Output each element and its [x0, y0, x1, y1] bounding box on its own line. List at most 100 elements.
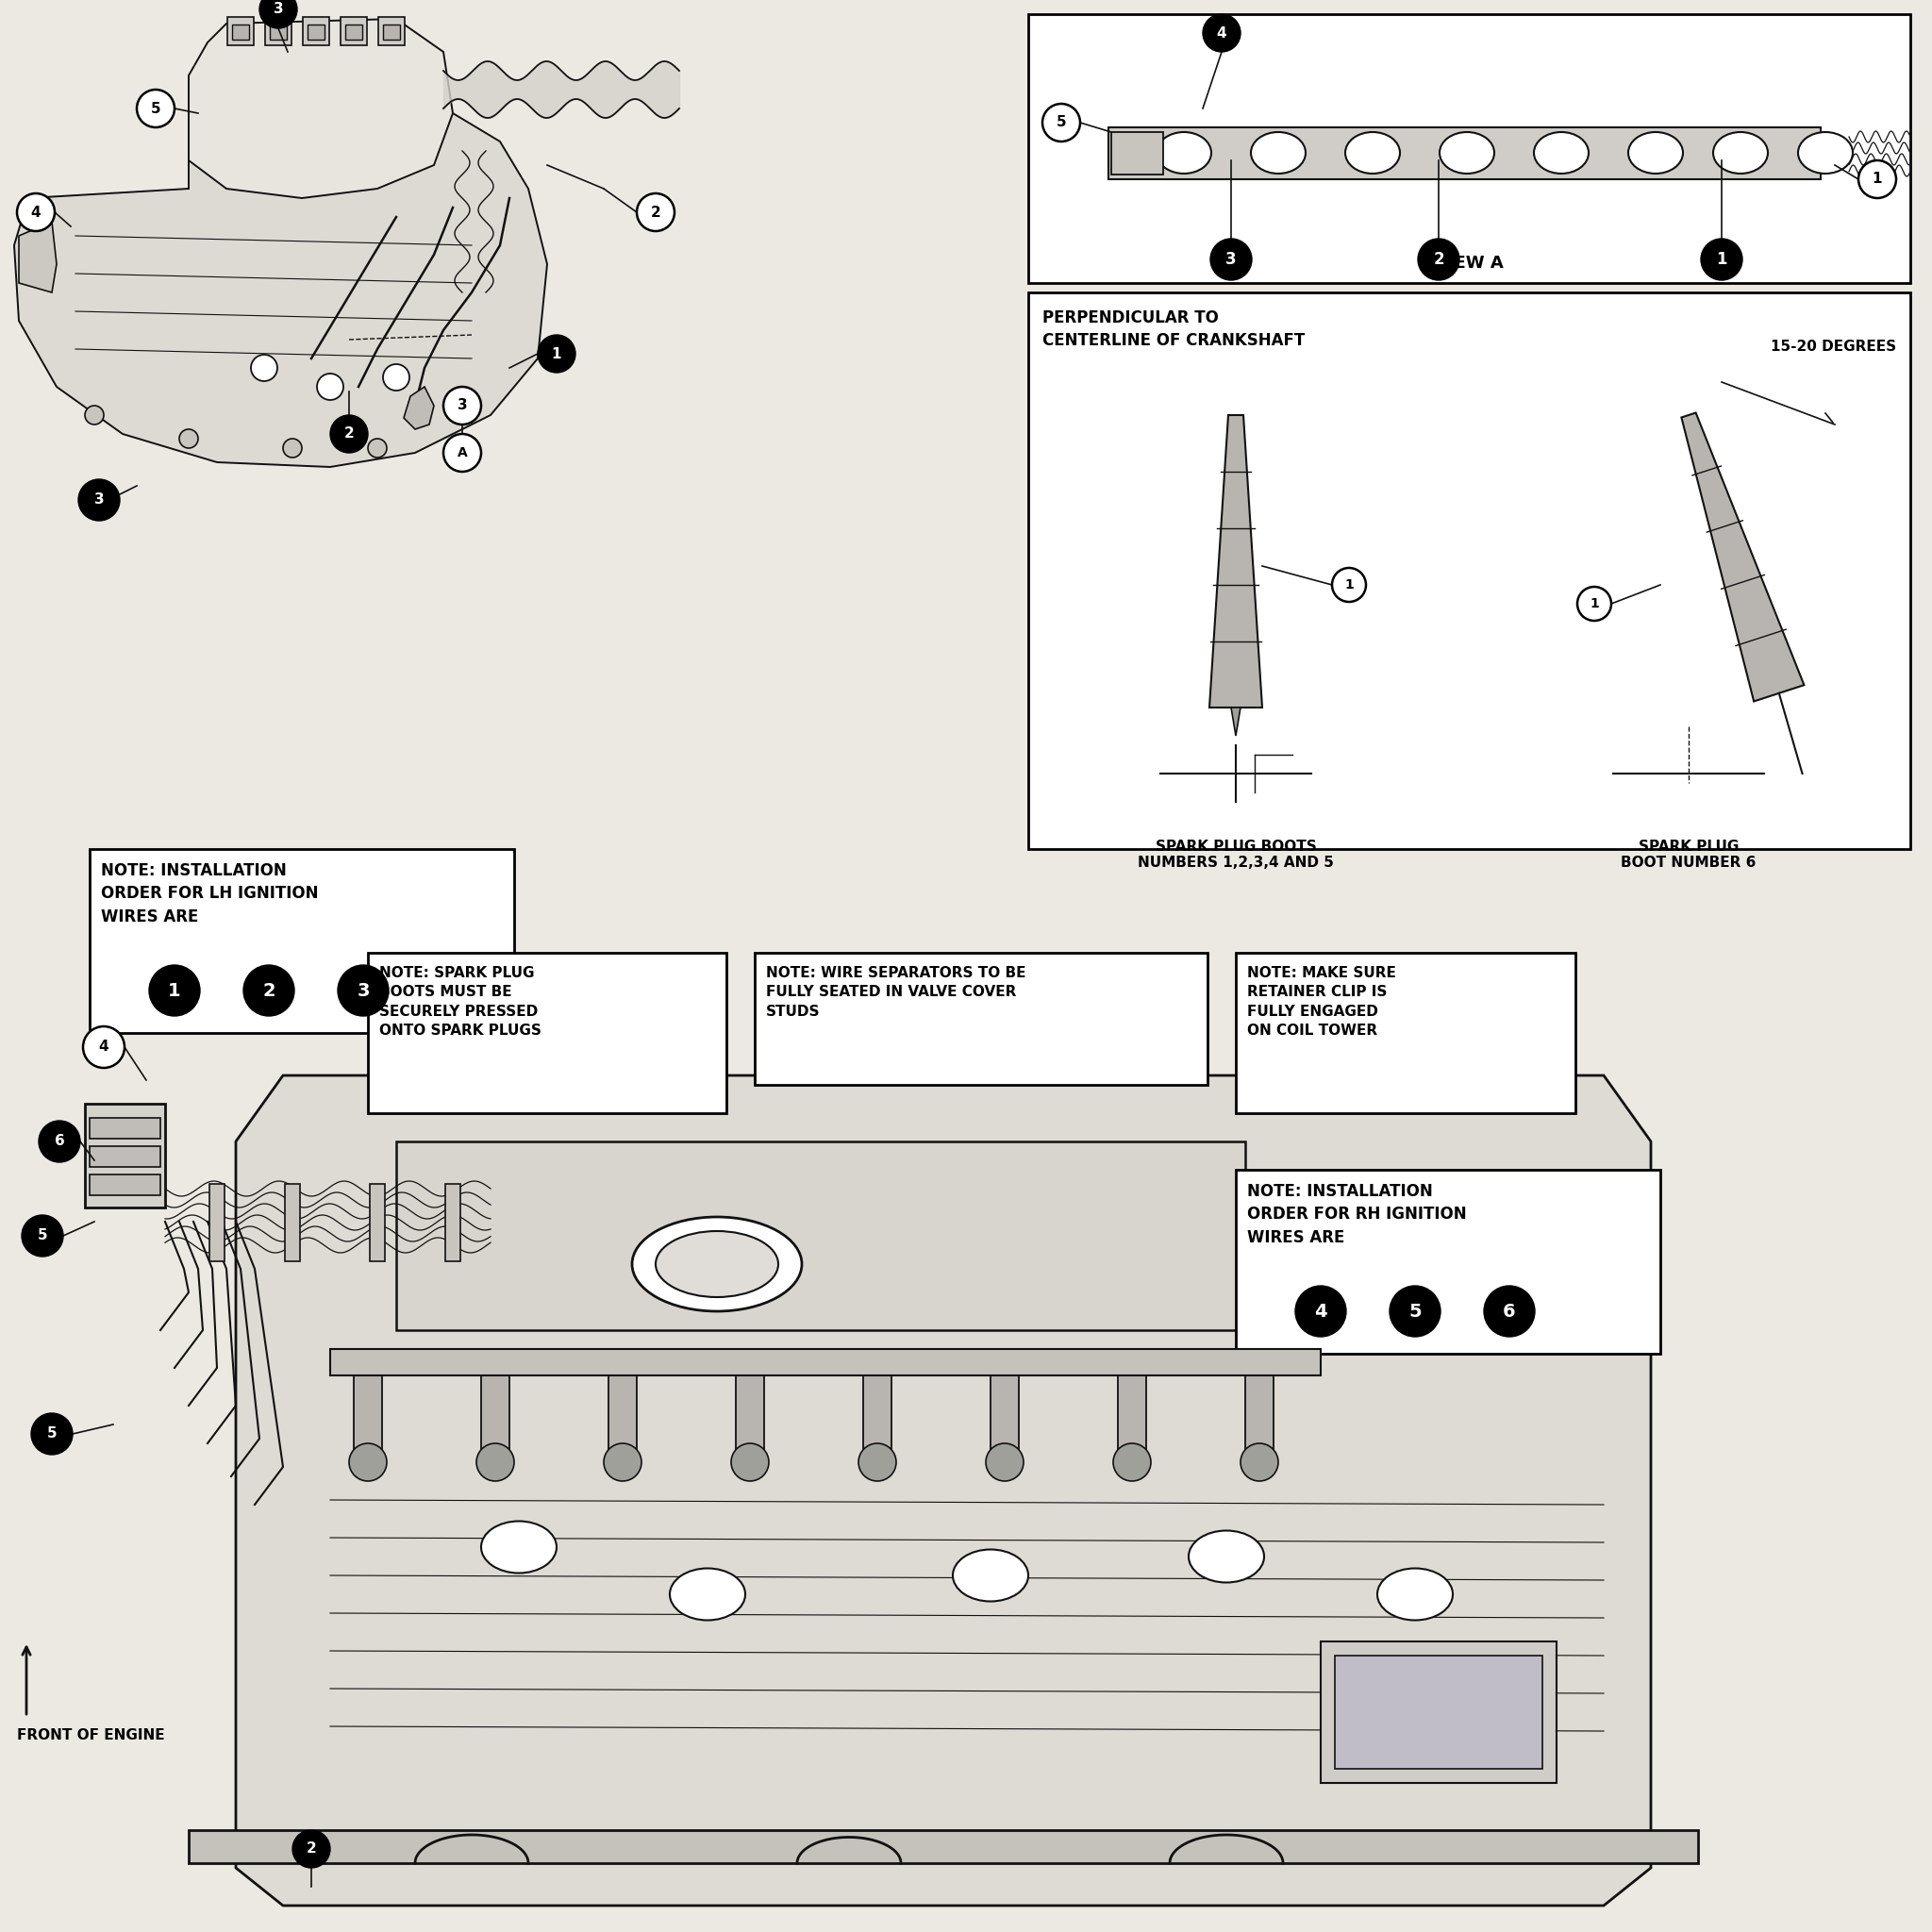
Bar — [1321, 1642, 1557, 1783]
Circle shape — [243, 966, 294, 1016]
Ellipse shape — [1188, 1530, 1264, 1582]
Circle shape — [367, 439, 386, 458]
Text: 2: 2 — [263, 981, 274, 999]
Bar — [396, 1142, 1246, 1329]
Bar — [367, 952, 726, 1113]
Ellipse shape — [670, 1569, 746, 1621]
Text: 6: 6 — [1503, 1302, 1517, 1320]
Circle shape — [1240, 1443, 1279, 1482]
Text: 4: 4 — [31, 205, 41, 220]
Text: 6: 6 — [54, 1134, 64, 1148]
Bar — [1119, 1376, 1146, 1451]
Text: 5: 5 — [46, 1428, 56, 1441]
Bar — [379, 17, 404, 44]
Circle shape — [442, 435, 481, 471]
Bar — [1236, 952, 1575, 1113]
Ellipse shape — [632, 1217, 802, 1312]
Text: 15-20 DEGREES: 15-20 DEGREES — [1770, 340, 1895, 354]
Circle shape — [730, 1443, 769, 1482]
Text: NOTE: WIRE SEPARATORS TO BE
FULLY SEATED IN VALVE COVER
STUDS: NOTE: WIRE SEPARATORS TO BE FULLY SEATED… — [765, 966, 1026, 1018]
Text: 2: 2 — [651, 205, 661, 220]
Text: 1: 1 — [1345, 578, 1354, 591]
Polygon shape — [1231, 707, 1240, 736]
Circle shape — [180, 429, 199, 448]
Text: 4: 4 — [1314, 1302, 1327, 1320]
Text: 1: 1 — [1590, 597, 1600, 611]
Circle shape — [1700, 240, 1743, 280]
Circle shape — [1389, 1287, 1441, 1337]
Ellipse shape — [1157, 131, 1211, 174]
Polygon shape — [189, 19, 452, 199]
Text: 5: 5 — [37, 1229, 48, 1242]
Circle shape — [292, 1830, 330, 1868]
Ellipse shape — [1250, 131, 1306, 174]
Bar — [232, 25, 249, 41]
Bar — [340, 17, 367, 44]
Circle shape — [1577, 587, 1611, 620]
Bar — [85, 1103, 164, 1208]
Circle shape — [1331, 568, 1366, 603]
Ellipse shape — [952, 1549, 1028, 1602]
Bar — [864, 1376, 891, 1451]
Ellipse shape — [1439, 131, 1493, 174]
Circle shape — [383, 363, 410, 390]
Text: 4: 4 — [1217, 25, 1227, 41]
Bar — [307, 25, 325, 41]
Bar — [383, 25, 400, 41]
Text: SPARK PLUG
BOOT NUMBER 6: SPARK PLUG BOOT NUMBER 6 — [1621, 840, 1756, 869]
Ellipse shape — [1629, 131, 1683, 174]
Circle shape — [1294, 1287, 1347, 1337]
Bar — [609, 1376, 638, 1451]
Bar — [89, 848, 514, 1034]
Polygon shape — [236, 1076, 1650, 1905]
Circle shape — [282, 439, 301, 458]
Circle shape — [21, 1215, 64, 1256]
Circle shape — [1418, 240, 1459, 280]
Circle shape — [985, 1443, 1024, 1482]
Text: NOTE: MAKE SURE
RETAINER CLIP IS
FULLY ENGAGED
ON COIL TOWER: NOTE: MAKE SURE RETAINER CLIP IS FULLY E… — [1248, 966, 1397, 1037]
Bar — [1236, 1169, 1660, 1354]
Ellipse shape — [1534, 131, 1588, 174]
Text: 1: 1 — [168, 981, 182, 999]
Ellipse shape — [1799, 131, 1853, 174]
Bar — [346, 25, 363, 41]
Ellipse shape — [655, 1231, 779, 1296]
Circle shape — [17, 193, 54, 232]
Text: 2: 2 — [1434, 251, 1443, 269]
Circle shape — [79, 479, 120, 522]
Bar — [89, 1146, 160, 1167]
Text: 1: 1 — [553, 346, 562, 361]
Text: 3: 3 — [357, 981, 369, 999]
Ellipse shape — [481, 1520, 556, 1573]
Text: 1: 1 — [1716, 251, 1727, 269]
Text: NOTE: SPARK PLUG
BOOTS MUST BE
SECURELY PRESSED
ONTO SPARK PLUGS: NOTE: SPARK PLUG BOOTS MUST BE SECURELY … — [379, 966, 541, 1037]
Circle shape — [537, 334, 576, 373]
Bar — [89, 1175, 160, 1196]
Polygon shape — [14, 114, 547, 468]
Text: 3: 3 — [458, 398, 468, 413]
Circle shape — [1113, 1443, 1151, 1482]
Circle shape — [330, 415, 367, 452]
Circle shape — [31, 1412, 73, 1455]
Circle shape — [638, 193, 674, 232]
Bar — [270, 25, 286, 41]
Bar — [284, 1184, 299, 1262]
Bar — [736, 1376, 765, 1451]
Bar — [481, 1376, 510, 1451]
Bar — [303, 17, 328, 44]
Text: 2: 2 — [307, 1841, 317, 1857]
Text: NOTE: INSTALLATION
ORDER FOR LH IGNITION
WIRES ARE: NOTE: INSTALLATION ORDER FOR LH IGNITION… — [100, 862, 319, 925]
Circle shape — [1484, 1287, 1534, 1337]
Text: 3: 3 — [1225, 251, 1236, 269]
Text: 5: 5 — [1408, 1302, 1422, 1320]
Bar — [991, 1376, 1018, 1451]
Circle shape — [85, 406, 104, 425]
Bar — [1246, 1376, 1273, 1451]
Circle shape — [137, 89, 174, 128]
Bar — [189, 1830, 1698, 1862]
Bar — [209, 1184, 224, 1262]
Circle shape — [1209, 240, 1252, 280]
Circle shape — [1204, 14, 1240, 52]
Bar — [755, 952, 1208, 1086]
Circle shape — [251, 355, 278, 381]
